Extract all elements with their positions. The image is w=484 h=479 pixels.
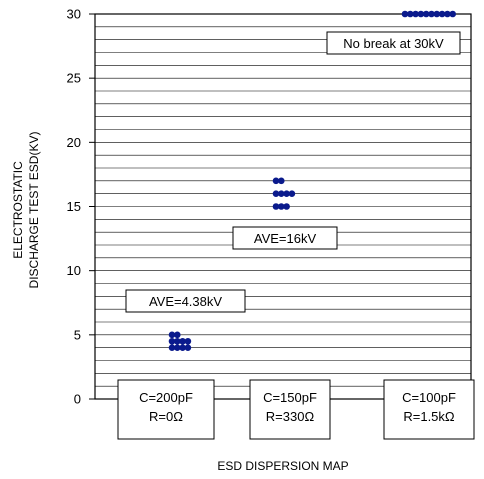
data-point xyxy=(174,344,181,351)
y-tick-label: 0 xyxy=(74,392,81,407)
y-tick-label: 5 xyxy=(74,327,81,342)
annotation-box xyxy=(326,31,461,55)
y-tick-label: 30 xyxy=(67,7,81,22)
data-point xyxy=(401,10,409,18)
data-point xyxy=(444,10,451,18)
data-point xyxy=(278,190,285,197)
data-point xyxy=(168,331,176,339)
data-point xyxy=(272,190,280,197)
annotation-label: AVE=16kV xyxy=(254,231,317,246)
x-axis-title: ESD DISPERSION MAP xyxy=(217,459,348,473)
category-box xyxy=(117,379,215,440)
category-label: C=200pF xyxy=(139,390,193,405)
data-point xyxy=(449,10,457,18)
data-point xyxy=(168,337,176,345)
category-label: C=150pF xyxy=(263,390,317,405)
data-point xyxy=(278,203,285,210)
data-point xyxy=(184,344,192,351)
data-point xyxy=(407,10,414,18)
y-tick-label: 10 xyxy=(67,263,81,278)
data-point xyxy=(179,344,186,351)
data-point xyxy=(184,337,192,345)
data-points xyxy=(168,10,457,351)
data-point xyxy=(174,337,181,345)
y-tick-label: 20 xyxy=(67,135,81,150)
data-point xyxy=(428,10,435,18)
data-point xyxy=(283,190,290,197)
category-boxes: C=200pF R=0Ω C=150pF R=330Ω C=100pF R=1.5kΩ xyxy=(117,379,475,440)
data-point xyxy=(278,177,285,185)
data-point xyxy=(272,203,280,210)
category-label: C=100pF xyxy=(402,390,456,405)
data-point xyxy=(283,203,290,210)
category-box xyxy=(249,379,331,440)
annotation-box xyxy=(125,289,246,313)
y-axis-ticks: 0 5 10 15 20 25 30 xyxy=(67,7,95,407)
data-point xyxy=(168,344,176,351)
data-point xyxy=(438,10,446,18)
y-axis-title-line: DISCHARGE TEST ESD(KV) xyxy=(27,132,41,289)
data-point xyxy=(179,337,186,345)
category-label: R=1.5kΩ xyxy=(403,409,455,424)
data-point xyxy=(433,10,441,18)
category-box xyxy=(383,379,475,440)
y-axis-title-line: ELECTROSTATIC xyxy=(11,161,25,259)
data-point xyxy=(422,10,430,18)
data-point xyxy=(412,10,419,18)
annotation-label: AVE=4.38kV xyxy=(149,294,222,309)
data-point xyxy=(288,190,296,197)
category-label: R=330Ω xyxy=(266,409,315,424)
annotation-box xyxy=(232,226,338,250)
y-tick-label: 25 xyxy=(67,71,81,86)
data-point xyxy=(417,10,425,18)
data-point xyxy=(174,331,181,339)
y-tick-label: 15 xyxy=(67,199,81,214)
category-label: R=0Ω xyxy=(149,409,183,424)
y-axis-title: ELECTROSTATIC DISCHARGE TEST ESD(KV) xyxy=(11,132,41,289)
data-point xyxy=(272,177,280,185)
annotation-label: No break at 30kV xyxy=(343,36,444,51)
annotations: AVE=4.38kV AVE=16kV No break at 30kV xyxy=(125,31,461,313)
